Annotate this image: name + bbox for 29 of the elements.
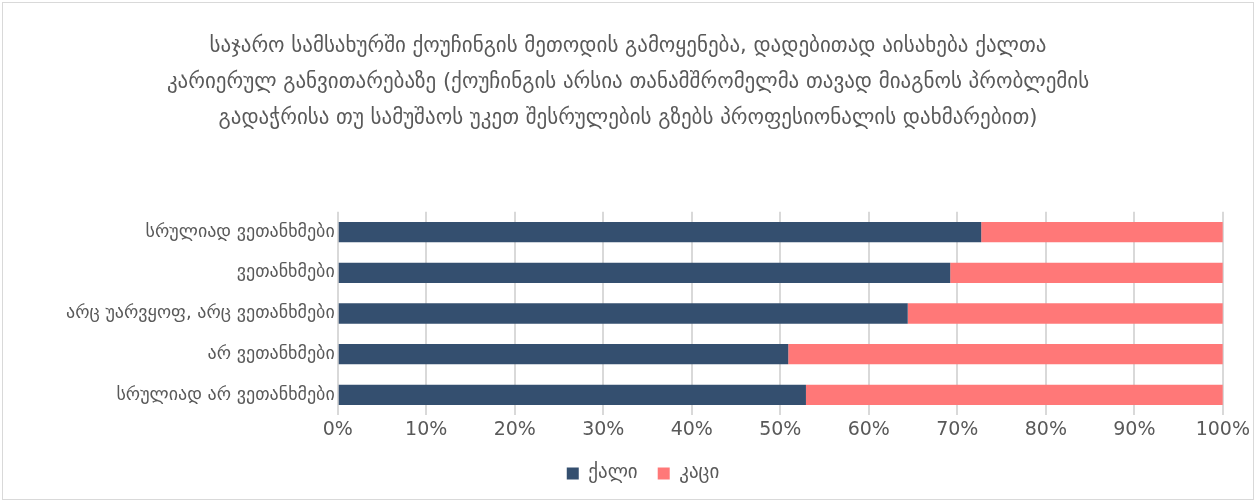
x-tick-label: 80% [1024, 416, 1067, 439]
x-tick-label: 20% [493, 416, 536, 439]
x-tick-label: 10% [405, 416, 448, 439]
bar [338, 262, 951, 283]
y-tick-label: არც უარვყოფ, არც ვეთანხმები [66, 301, 335, 323]
x-tick-label: 70% [936, 416, 979, 439]
bar [907, 303, 1223, 324]
bar [805, 384, 1223, 406]
y-tick-label: არ ვეთანხმები [207, 341, 335, 363]
bar [338, 344, 789, 365]
x-tick-label: 60% [847, 416, 890, 439]
y-tick-label: სრულიად არ ვეთანხმები [116, 382, 335, 404]
bar [981, 221, 1223, 243]
bar [338, 384, 806, 406]
x-tick-label: 40% [670, 416, 713, 439]
y-tick-label: სრულიად ვეთანხმები [145, 219, 335, 241]
legend-label: კაცი [679, 460, 720, 484]
bar [338, 303, 908, 324]
bar [788, 344, 1223, 365]
x-tick-label: 50% [759, 416, 802, 439]
chart-title: საჯარო სამსახურში ქოუჩინგის მეთოდის გამოყენება, დადებითად აისახება ქალთა კარიერულ განვითარებაზე (ქოუჩინგის არსია თანამშრომელმა თავად მიაგნოს პრობლემის გადაჭრისა თუ სამუშაოს უკეთ შესრულების გზებს პროფესიონალის დახმარებით) [165, 32, 1091, 131]
legend-label: ქალი [588, 460, 638, 484]
bar [950, 262, 1223, 283]
y-tick-label: ვეთანხმები [236, 260, 335, 282]
x-tick-label: 30% [582, 416, 625, 439]
x-tick-label: 90% [1113, 416, 1156, 439]
bar [338, 221, 982, 243]
x-tick-label: 100% [1195, 416, 1250, 439]
x-tick-label: 0% [322, 416, 353, 439]
